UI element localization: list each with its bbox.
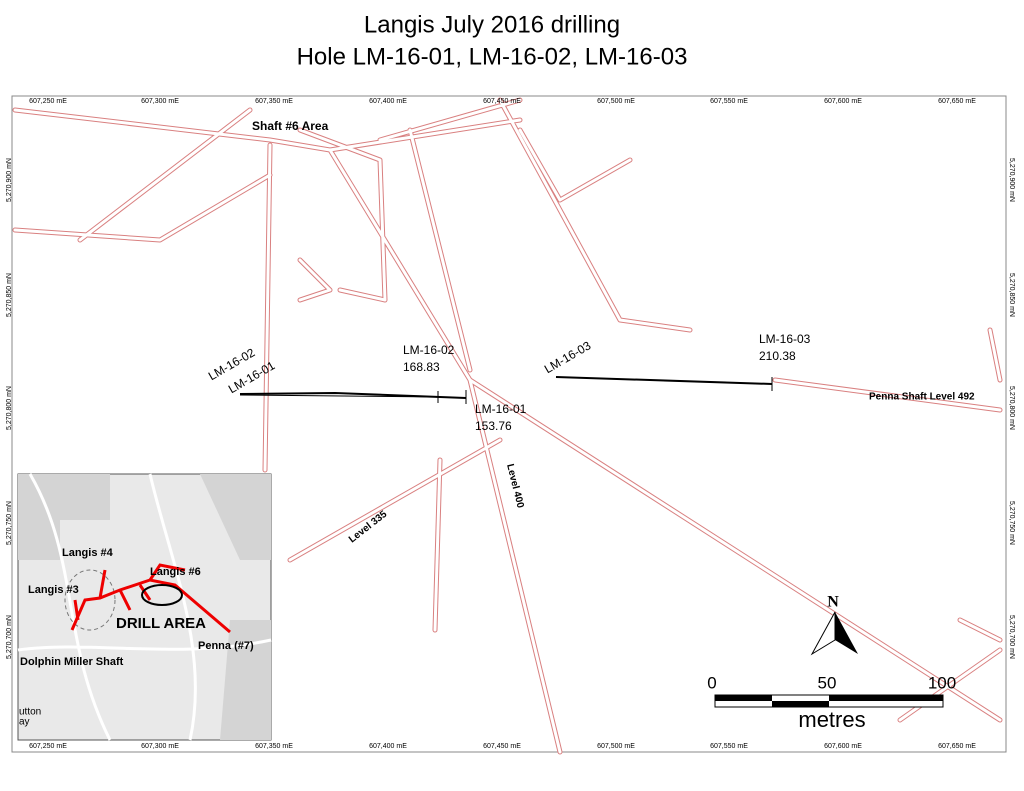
hole-end-label: LM-16-02 [403,343,455,357]
hole-depth: 168.83 [403,360,440,374]
drill-trace [239,394,441,398]
northing-label: 5,270,900 mN [6,158,13,202]
northing-label: 5,270,700 mN [6,615,13,659]
inset-pit [64,569,116,631]
tunnel-inner [13,98,1002,754]
inset-label: DRILL AREA [116,615,206,632]
easting-label: 607,500 mE [597,743,635,750]
drill-traces [239,376,773,404]
scale-seg [829,695,943,701]
scale-seg [715,695,772,701]
north-arrow [810,611,858,656]
inset-label: Langis #4 [62,547,114,559]
scale-tick: 100 [928,673,956,692]
easting-label: 607,250 mE [29,743,67,750]
easting-label: 607,600 mE [824,98,862,105]
hole-end-label: LM-16-03 [759,332,811,346]
inset-map [17,473,272,741]
scale-seg [772,701,829,707]
drill-trace [555,376,773,385]
scale-unit: metres [798,707,865,732]
inset-label: Langis #3 [28,584,79,596]
hole-end-label: LM-16-01 [475,402,527,416]
scale-tick: 50 [818,673,837,692]
easting-label: 607,300 mE [141,98,179,105]
northing-label: 5,270,800 mN [6,386,13,430]
easting-label: 607,550 mE [710,98,748,105]
map-title: Hole LM-16-01, LM-16-02, LM-16-03 [297,43,688,70]
level-label: Penna Shaft Level 492 [869,392,975,403]
arrow-right [835,612,858,654]
easting-label: 607,550 mE [710,743,748,750]
inset-label: Langis #6 [150,566,201,578]
scale-tick: 0 [707,673,716,692]
hole-depth: 153.76 [475,419,512,433]
drill-area-ring [141,584,183,606]
northing-label: 5,270,850 mN [6,273,13,317]
hole-depth: 210.38 [759,349,796,363]
easting-label: 607,350 mE [255,98,293,105]
inset-label: ay [19,717,30,728]
inset-road [17,473,272,741]
easting-label: 607,450 mE [483,743,521,750]
easting-label: 607,400 mE [369,98,407,105]
easting-label: 607,650 mE [938,98,976,105]
easting-label: 607,600 mE [824,743,862,750]
easting-label: 607,250 mE [29,98,67,105]
northing-label: 5,270,800 mN [1008,386,1015,430]
northing-label: 5,270,750 mN [1008,501,1015,545]
scale-bar [714,694,944,708]
easting-label: 607,350 mE [255,743,293,750]
inset-workings [70,563,231,634]
workings [12,97,1003,755]
easting-label: 607,450 mE [483,98,521,105]
easting-label: 607,650 mE [938,743,976,750]
area-label: Shaft #6 Area [252,119,329,133]
inset-label: utton [19,707,41,718]
easting-label: 607,500 mE [597,98,635,105]
northing-label: 5,270,900 mN [1008,158,1015,202]
inset-label: Dolphin Miller Shaft [20,656,124,668]
map-title: Langis July 2016 drilling [364,11,620,38]
northing-label: 5,270,850 mN [1008,273,1015,317]
northing-label: 5,270,750 mN [6,501,13,545]
easting-label: 607,400 mE [369,743,407,750]
north-label: N [827,594,839,611]
inset-label: Penna (#7) [198,640,254,652]
easting-label: 607,300 mE [141,743,179,750]
northing-label: 5,270,700 mN [1008,615,1015,659]
